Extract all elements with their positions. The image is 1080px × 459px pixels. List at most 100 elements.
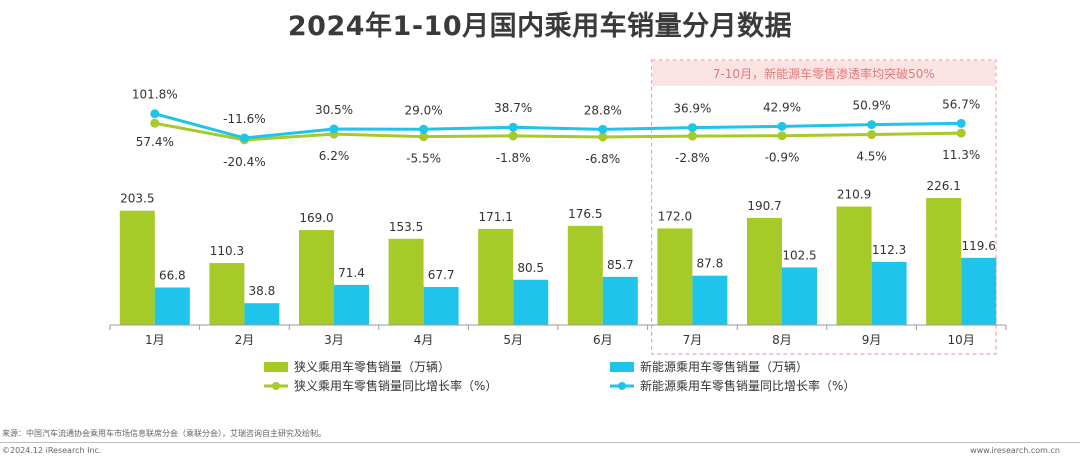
highlight-note: 7-10月，新能源车零售渗透率均突破50% (713, 66, 935, 81)
data-label-total-growth: 4.5% (856, 150, 887, 164)
data-label-nev-growth: 30.5% (315, 103, 353, 117)
data-label-nev-growth: 38.7% (494, 101, 532, 115)
x-tick-label: 8月 (772, 333, 792, 347)
legend-nev-sales-label: 新能源乘用车零售销量（万辆） (640, 359, 808, 374)
data-label-nev-growth: 50.9% (853, 99, 891, 113)
data-label-total-growth: 57.4% (136, 135, 174, 149)
data-label-total-sales: 176.5 (568, 207, 602, 221)
bar-nev-sales (782, 267, 817, 325)
data-label-total-growth: 11.3% (942, 148, 980, 162)
data-label-nev-growth: -11.6% (223, 112, 265, 126)
bar-nev-sales (244, 303, 280, 325)
total-growth-point (867, 130, 877, 140)
x-tick-label: 1月 (145, 333, 165, 347)
copyright: ©2024.12 iResearch Inc. (2, 446, 102, 455)
bar-total-sales (299, 230, 334, 325)
data-label-nev-sales: 119.6 (962, 239, 996, 253)
chart-title: 2024年1-10月国内乘用车销量分月数据 (287, 11, 793, 42)
x-tick-label: 2月 (235, 333, 255, 347)
bar-total-sales (478, 228, 514, 325)
bar-total-sales (209, 263, 245, 325)
total-growth-point (598, 132, 608, 142)
bar-total-sales (119, 210, 155, 325)
nev-growth-point (956, 118, 966, 128)
data-label-nev-growth: 36.9% (673, 102, 711, 116)
bar-total-sales (657, 228, 693, 325)
data-label-nev-sales: 80.5 (517, 261, 544, 275)
data-label-total-growth: -5.5% (406, 152, 441, 166)
bar-total-sales (388, 238, 424, 325)
total-growth-point (150, 118, 160, 128)
legend-nev-growth-swatch-marker (618, 382, 626, 390)
bar-nev-sales (692, 275, 728, 325)
highlight-box (650, 59, 997, 355)
highlight-note-bg (652, 61, 995, 86)
nev-growth-point (777, 121, 787, 131)
data-label-nev-sales: 87.8 (697, 257, 724, 271)
data-label-nev-sales: 67.7 (428, 268, 455, 282)
data-label-nev-sales: 38.8 (249, 284, 276, 298)
legend-total-sales-swatch (264, 362, 288, 372)
data-label-nev-sales: 112.3 (872, 243, 906, 257)
data-label-nev-growth: 101.8% (132, 88, 178, 102)
data-label-total-sales: 226.1 (927, 179, 961, 193)
x-tick-label: 7月 (683, 333, 703, 347)
bar-total-sales (836, 206, 872, 325)
nev-growth-point (867, 120, 877, 130)
legend-total-sales-label: 狭义乘用车零售销量（万辆） (294, 359, 450, 374)
x-tick-label: 4月 (414, 333, 434, 347)
data-label-total-growth: -0.9% (765, 151, 800, 165)
bar-total-sales (567, 225, 603, 325)
bar-nev-sales (961, 257, 997, 325)
data-label-total-sales: 190.7 (747, 199, 781, 213)
legend-total-growth-label: 狭义乘用车零售销量同比增长率（%） (294, 378, 497, 393)
total-growth-point (419, 132, 429, 142)
data-label-total-sales: 210.9 (837, 188, 871, 202)
bar-total-sales (747, 217, 782, 325)
data-label-total-growth: 6.2% (319, 149, 350, 163)
total-growth-line (154, 121, 962, 142)
data-label-total-sales: 110.3 (210, 244, 244, 258)
total-growth-point (956, 128, 966, 138)
data-label-nev-growth: 28.8% (584, 103, 622, 117)
data-label-nev-sales: 66.8 (159, 268, 186, 282)
bar-nev-sales (154, 287, 190, 325)
nev-growth-point (687, 123, 697, 133)
nev-growth-point (329, 124, 339, 134)
bar-nev-sales (423, 286, 459, 325)
data-label-total-sales: 171.1 (479, 210, 513, 224)
data-label-nev-growth: 42.9% (763, 100, 801, 114)
website: www.iresearch.com.cn (970, 446, 1060, 455)
total-growth-point (777, 131, 787, 141)
legend-total-growth-swatch-marker (272, 382, 280, 390)
legend-nev-sales-swatch (610, 362, 634, 372)
bar-total-sales (926, 198, 962, 325)
nev-growth-line (154, 112, 962, 140)
nev-growth-point (598, 124, 608, 134)
total-growth-point (508, 131, 518, 141)
nev-growth-point (508, 122, 518, 132)
data-label-nev-sales: 85.7 (607, 258, 634, 272)
total-growth-point (687, 131, 697, 141)
bar-nev-sales (871, 261, 907, 325)
data-label-total-growth: -20.4% (223, 155, 265, 169)
data-label-total-growth: -2.8% (675, 151, 710, 165)
data-label-nev-sales: 71.4 (338, 266, 365, 280)
nev-growth-point (419, 124, 429, 134)
footer-divider (0, 442, 1080, 443)
data-label-total-growth: -1.8% (496, 151, 531, 165)
bar-nev-sales (334, 284, 369, 325)
data-label-total-sales: 203.5 (120, 192, 154, 206)
bar-nev-sales (513, 279, 549, 325)
x-tick-label: 3月 (324, 333, 344, 347)
nev-growth-point (239, 133, 249, 143)
data-label-total-sales: 169.0 (299, 211, 333, 225)
source-note: 来源：中国汽车流通协会乘用车市场信息联席分会（乘联分会），艾瑞咨询自主研究及绘制… (2, 429, 326, 438)
x-tick-label: 6月 (593, 333, 613, 347)
data-label-nev-sales: 102.5 (782, 248, 816, 262)
data-label-nev-growth: 56.7% (942, 97, 980, 111)
data-label-total-sales: 172.0 (658, 209, 692, 223)
legend-nev-growth-label: 新能源乘用车零售销量同比增长率（%） (640, 378, 855, 393)
data-label-nev-growth: 29.0% (405, 103, 443, 117)
